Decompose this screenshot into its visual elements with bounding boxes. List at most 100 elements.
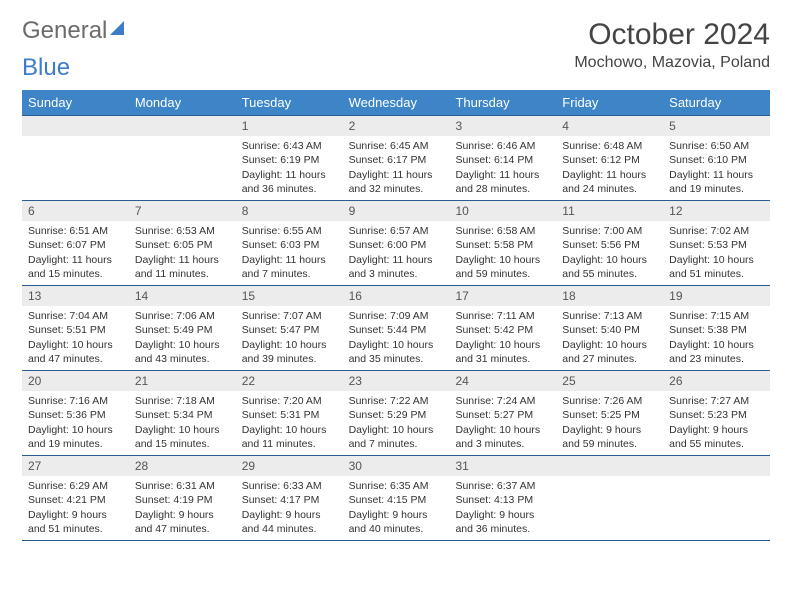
- cell-body: Sunrise: 7:07 AMSunset: 5:47 PMDaylight:…: [236, 306, 343, 370]
- cell-body: Sunrise: 7:22 AMSunset: 5:29 PMDaylight:…: [343, 391, 450, 455]
- calendar-cell: 15Sunrise: 7:07 AMSunset: 5:47 PMDayligh…: [236, 286, 343, 370]
- calendar-cell: 22Sunrise: 7:20 AMSunset: 5:31 PMDayligh…: [236, 371, 343, 455]
- calendar-cell: 12Sunrise: 7:02 AMSunset: 5:53 PMDayligh…: [663, 201, 770, 285]
- calendar-body: 1Sunrise: 6:43 AMSunset: 6:19 PMDaylight…: [22, 115, 770, 541]
- day-number: [22, 116, 129, 136]
- day-number: 30: [343, 456, 450, 476]
- cell-body: Sunrise: 7:00 AMSunset: 5:56 PMDaylight:…: [556, 221, 663, 285]
- calendar-cell: 26Sunrise: 7:27 AMSunset: 5:23 PMDayligh…: [663, 371, 770, 455]
- calendar-cell: 21Sunrise: 7:18 AMSunset: 5:34 PMDayligh…: [129, 371, 236, 455]
- calendar-cell: 8Sunrise: 6:55 AMSunset: 6:03 PMDaylight…: [236, 201, 343, 285]
- day-header-mon: Monday: [129, 90, 236, 115]
- cell-body: Sunrise: 7:15 AMSunset: 5:38 PMDaylight:…: [663, 306, 770, 370]
- day-number: 6: [22, 201, 129, 221]
- location-text: Mochowo, Mazovia, Poland: [574, 54, 770, 72]
- cell-body: Sunrise: 6:35 AMSunset: 4:15 PMDaylight:…: [343, 476, 450, 540]
- day-number: [129, 116, 236, 136]
- cell-body: Sunrise: 6:57 AMSunset: 6:00 PMDaylight:…: [343, 221, 450, 285]
- calendar-cell: 7Sunrise: 6:53 AMSunset: 6:05 PMDaylight…: [129, 201, 236, 285]
- day-number: 18: [556, 286, 663, 306]
- calendar-cell: 31Sunrise: 6:37 AMSunset: 4:13 PMDayligh…: [449, 456, 556, 540]
- cell-body: Sunrise: 6:33 AMSunset: 4:17 PMDaylight:…: [236, 476, 343, 540]
- cell-body: Sunrise: 7:18 AMSunset: 5:34 PMDaylight:…: [129, 391, 236, 455]
- brand-logo: General: [22, 18, 124, 44]
- day-number: 16: [343, 286, 450, 306]
- calendar-cell: 23Sunrise: 7:22 AMSunset: 5:29 PMDayligh…: [343, 371, 450, 455]
- cell-body: Sunrise: 6:31 AMSunset: 4:19 PMDaylight:…: [129, 476, 236, 540]
- calendar-cell: [129, 116, 236, 200]
- calendar-cell: [22, 116, 129, 200]
- calendar-cell: 29Sunrise: 6:33 AMSunset: 4:17 PMDayligh…: [236, 456, 343, 540]
- day-number: 7: [129, 201, 236, 221]
- day-header-tue: Tuesday: [236, 90, 343, 115]
- day-number: [663, 456, 770, 476]
- calendar-cell: 17Sunrise: 7:11 AMSunset: 5:42 PMDayligh…: [449, 286, 556, 370]
- day-number: 19: [663, 286, 770, 306]
- cell-body: Sunrise: 6:43 AMSunset: 6:19 PMDaylight:…: [236, 136, 343, 200]
- day-number: 2: [343, 116, 450, 136]
- cell-body: Sunrise: 6:37 AMSunset: 4:13 PMDaylight:…: [449, 476, 556, 540]
- day-number: 8: [236, 201, 343, 221]
- calendar-cell: 19Sunrise: 7:15 AMSunset: 5:38 PMDayligh…: [663, 286, 770, 370]
- calendar-cell: [556, 456, 663, 540]
- day-number: 13: [22, 286, 129, 306]
- day-number: 25: [556, 371, 663, 391]
- day-number: 4: [556, 116, 663, 136]
- cell-body: Sunrise: 6:53 AMSunset: 6:05 PMDaylight:…: [129, 221, 236, 285]
- day-number: 31: [449, 456, 556, 476]
- cell-body: Sunrise: 6:55 AMSunset: 6:03 PMDaylight:…: [236, 221, 343, 285]
- cell-body: Sunrise: 6:45 AMSunset: 6:17 PMDaylight:…: [343, 136, 450, 200]
- calendar-cell: 16Sunrise: 7:09 AMSunset: 5:44 PMDayligh…: [343, 286, 450, 370]
- calendar-week: 1Sunrise: 6:43 AMSunset: 6:19 PMDaylight…: [22, 115, 770, 201]
- cell-body: Sunrise: 6:29 AMSunset: 4:21 PMDaylight:…: [22, 476, 129, 540]
- title-block: October 2024 Mochowo, Mazovia, Poland: [574, 18, 770, 72]
- calendar-cell: 11Sunrise: 7:00 AMSunset: 5:56 PMDayligh…: [556, 201, 663, 285]
- cell-body: Sunrise: 7:13 AMSunset: 5:40 PMDaylight:…: [556, 306, 663, 370]
- day-number: 22: [236, 371, 343, 391]
- day-number: 27: [22, 456, 129, 476]
- calendar-cell: 1Sunrise: 6:43 AMSunset: 6:19 PMDaylight…: [236, 116, 343, 200]
- day-header-fri: Friday: [556, 90, 663, 115]
- calendar-cell: [663, 456, 770, 540]
- calendar-cell: 18Sunrise: 7:13 AMSunset: 5:40 PMDayligh…: [556, 286, 663, 370]
- cell-body: Sunrise: 6:48 AMSunset: 6:12 PMDaylight:…: [556, 136, 663, 200]
- calendar-cell: 3Sunrise: 6:46 AMSunset: 6:14 PMDaylight…: [449, 116, 556, 200]
- cell-body: Sunrise: 6:58 AMSunset: 5:58 PMDaylight:…: [449, 221, 556, 285]
- cell-body: Sunrise: 7:16 AMSunset: 5:36 PMDaylight:…: [22, 391, 129, 455]
- cell-body: Sunrise: 7:11 AMSunset: 5:42 PMDaylight:…: [449, 306, 556, 370]
- day-number: [556, 456, 663, 476]
- cell-body: Sunrise: 7:06 AMSunset: 5:49 PMDaylight:…: [129, 306, 236, 370]
- calendar-cell: 4Sunrise: 6:48 AMSunset: 6:12 PMDaylight…: [556, 116, 663, 200]
- calendar-week: 20Sunrise: 7:16 AMSunset: 5:36 PMDayligh…: [22, 371, 770, 456]
- cell-body: Sunrise: 6:50 AMSunset: 6:10 PMDaylight:…: [663, 136, 770, 200]
- cell-body: Sunrise: 6:51 AMSunset: 6:07 PMDaylight:…: [22, 221, 129, 285]
- calendar-cell: 10Sunrise: 6:58 AMSunset: 5:58 PMDayligh…: [449, 201, 556, 285]
- day-number: 23: [343, 371, 450, 391]
- day-number: 5: [663, 116, 770, 136]
- day-header-wed: Wednesday: [343, 90, 450, 115]
- day-number: 17: [449, 286, 556, 306]
- calendar-cell: 30Sunrise: 6:35 AMSunset: 4:15 PMDayligh…: [343, 456, 450, 540]
- day-number: 20: [22, 371, 129, 391]
- day-number: 1: [236, 116, 343, 136]
- day-number: 29: [236, 456, 343, 476]
- cell-body: Sunrise: 7:24 AMSunset: 5:27 PMDaylight:…: [449, 391, 556, 455]
- brand-part2: Blue: [22, 54, 70, 81]
- day-number: 9: [343, 201, 450, 221]
- cell-body: Sunrise: 7:09 AMSunset: 5:44 PMDaylight:…: [343, 306, 450, 370]
- cell-body: Sunrise: 7:02 AMSunset: 5:53 PMDaylight:…: [663, 221, 770, 285]
- calendar-cell: 20Sunrise: 7:16 AMSunset: 5:36 PMDayligh…: [22, 371, 129, 455]
- day-number: 12: [663, 201, 770, 221]
- day-header-sat: Saturday: [663, 90, 770, 115]
- calendar-cell: 25Sunrise: 7:26 AMSunset: 5:25 PMDayligh…: [556, 371, 663, 455]
- brand-part1: General: [22, 18, 107, 44]
- brand-mark-icon: [110, 21, 124, 35]
- calendar-cell: 9Sunrise: 6:57 AMSunset: 6:00 PMDaylight…: [343, 201, 450, 285]
- cell-body: Sunrise: 7:20 AMSunset: 5:31 PMDaylight:…: [236, 391, 343, 455]
- day-number: 11: [556, 201, 663, 221]
- day-number: 24: [449, 371, 556, 391]
- calendar-cell: 6Sunrise: 6:51 AMSunset: 6:07 PMDaylight…: [22, 201, 129, 285]
- day-number: 21: [129, 371, 236, 391]
- day-number: 10: [449, 201, 556, 221]
- calendar-cell: 28Sunrise: 6:31 AMSunset: 4:19 PMDayligh…: [129, 456, 236, 540]
